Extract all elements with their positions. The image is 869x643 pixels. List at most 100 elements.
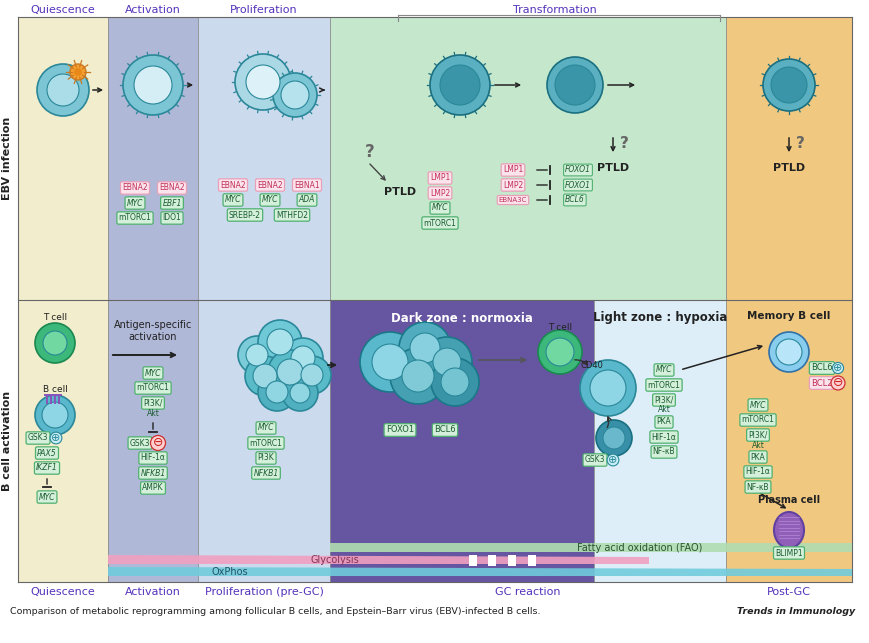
Circle shape [35,395,75,435]
Text: HIF-1α: HIF-1α [651,433,676,442]
Circle shape [258,373,295,411]
Circle shape [547,57,602,113]
Text: MYC: MYC [431,203,448,212]
Bar [594,300,725,582]
Text: Activation: Activation [125,587,181,597]
Polygon shape [108,567,851,576]
Polygon shape [108,555,648,564]
Text: Proliferation: Proliferation [230,5,297,15]
Text: ⊕: ⊕ [607,455,617,465]
Text: SREBP-2: SREBP-2 [229,210,261,219]
Circle shape [246,344,268,366]
Text: EBNA3C: EBNA3C [498,197,527,203]
Text: Transformation: Transformation [513,5,596,15]
Circle shape [134,66,172,104]
Circle shape [360,332,420,392]
Text: Comparison of metabolic reprogramming among follicular B cells, and Epstein–Barr: Comparison of metabolic reprogramming am… [10,608,540,617]
Circle shape [258,320,302,364]
Text: mTORC1: mTORC1 [740,415,773,424]
Circle shape [42,402,68,428]
Circle shape [554,65,594,105]
Text: LMP2: LMP2 [502,181,522,190]
Text: GSK3: GSK3 [28,433,48,442]
Text: EBF1: EBF1 [163,199,182,208]
Circle shape [602,427,624,449]
Text: GC reaction: GC reaction [494,587,561,597]
Text: GSK3: GSK3 [129,439,150,448]
Circle shape [74,68,82,76]
Text: PTLD: PTLD [772,163,804,173]
Polygon shape [329,543,851,552]
Circle shape [301,364,322,386]
Text: Activation: Activation [125,5,181,15]
Text: PAX5: PAX5 [37,449,56,458]
Ellipse shape [773,512,803,548]
Text: NFKB1: NFKB1 [253,469,278,478]
Circle shape [70,64,86,80]
Text: Akt: Akt [751,440,764,449]
Text: IDO1: IDO1 [163,213,181,222]
Text: Proliferation (pre-GC): Proliferation (pre-GC) [204,587,323,597]
Bar [198,300,329,582]
Text: BCL6: BCL6 [434,426,455,435]
Bar [725,17,851,300]
Circle shape [273,73,316,117]
Text: ?: ? [619,136,627,150]
Text: ⊕: ⊕ [833,363,842,373]
Circle shape [267,329,293,355]
Circle shape [589,370,626,406]
Text: EBNA2: EBNA2 [122,183,148,192]
Circle shape [37,64,89,116]
Text: PI3K/: PI3K/ [653,395,673,404]
Circle shape [47,74,79,106]
Text: BCL6: BCL6 [564,195,584,204]
Circle shape [441,368,468,396]
Circle shape [409,333,440,363]
Circle shape [268,350,312,394]
Text: B cell: B cell [43,386,68,395]
Text: Trends in Immunology: Trends in Immunology [736,608,854,617]
Circle shape [401,360,434,392]
Text: MYC: MYC [224,195,241,204]
Text: mTORC1: mTORC1 [647,381,680,390]
Circle shape [293,356,330,394]
Circle shape [762,59,814,111]
Text: MYC: MYC [144,368,161,377]
Text: FOXO1: FOXO1 [564,181,590,190]
Text: LMP2: LMP2 [429,188,449,197]
Text: MYC: MYC [257,424,274,433]
Circle shape [123,55,182,115]
Text: ⊕: ⊕ [51,433,61,443]
Circle shape [266,381,288,403]
Circle shape [372,344,408,380]
Text: Light zone : hypoxia: Light zone : hypoxia [592,311,726,325]
Text: ?: ? [794,136,804,150]
Text: NFKB1: NFKB1 [140,469,165,478]
Text: mTORC1: mTORC1 [136,383,169,392]
Text: MTHFD2: MTHFD2 [275,210,308,219]
Circle shape [389,348,446,404]
Text: MYC: MYC [749,401,766,410]
Text: HIF-1α: HIF-1α [141,453,165,462]
Text: PI3K: PI3K [257,453,274,462]
Circle shape [43,331,67,355]
Bar [108,17,198,300]
Circle shape [433,348,461,376]
Text: PKA: PKA [656,417,671,426]
Text: EBNA2: EBNA2 [220,181,246,190]
Text: OxPhos: OxPhos [211,567,248,577]
Text: AMPK: AMPK [143,484,163,493]
Bar [488,555,495,566]
Text: BCL2: BCL2 [810,379,832,388]
Circle shape [421,337,472,387]
Circle shape [546,338,574,366]
Text: ADA: ADA [298,195,315,204]
Circle shape [537,330,581,374]
Text: Antigen-specific: Antigen-specific [114,320,192,330]
Circle shape [440,65,480,105]
Text: HIF-1α: HIF-1α [745,467,770,476]
Text: Dark zone : normoxia: Dark zone : normoxia [390,311,533,325]
Circle shape [235,54,290,110]
Text: LMP1: LMP1 [502,165,522,174]
Text: PI3K/: PI3K/ [143,399,163,408]
